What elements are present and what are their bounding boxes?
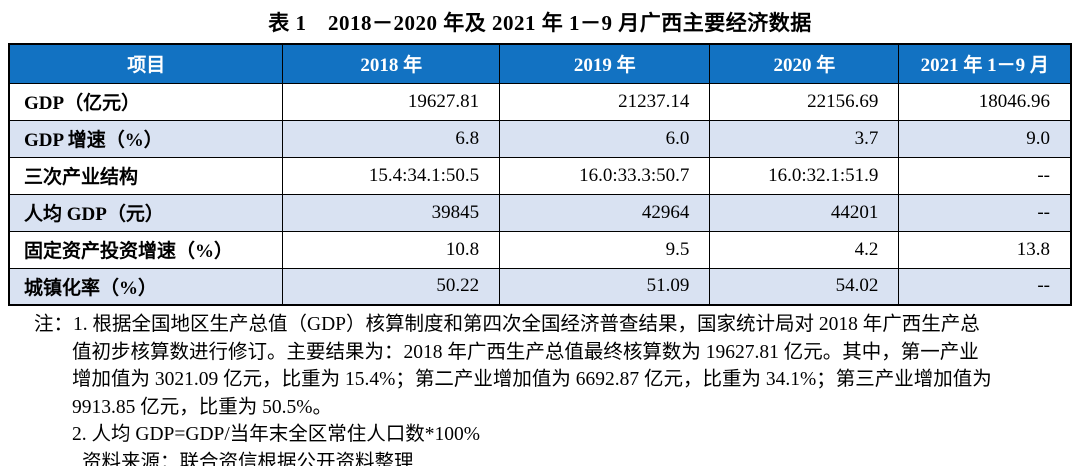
table-row: 城镇化率（%） 50.22 51.09 54.02 -- bbox=[8, 267, 1072, 306]
cell-value: 6.0 bbox=[499, 119, 711, 158]
cell-value: 13.8 bbox=[898, 230, 1072, 269]
header-cell-2020: 2020 年 bbox=[709, 43, 900, 84]
cell-value: 10.8 bbox=[282, 230, 501, 269]
cell-value: 54.02 bbox=[709, 267, 900, 306]
note-line: 2. 人均 GDP=GDP/当年末全区常住人口数*100% bbox=[72, 424, 481, 445]
cell-value: 16.0:33.3:50.7 bbox=[499, 156, 711, 195]
table-notes: 注：1. 根据全国地区生产总值（GDP）核算制度和第四次全国经济普查结果，国家统… bbox=[0, 311, 1080, 466]
row-label: 三次产业结构 bbox=[8, 156, 284, 195]
header-cell-2018: 2018 年 bbox=[282, 43, 501, 84]
header-cell-2019: 2019 年 bbox=[499, 43, 711, 84]
row-label: 固定资产投资增速（%） bbox=[8, 230, 284, 269]
note-line: 注：1. 根据全国地区生产总值（GDP）核算制度和第四次全国经济普查结果，国家统… bbox=[34, 314, 980, 335]
cell-value: 50.22 bbox=[282, 267, 501, 306]
row-label: 城镇化率（%） bbox=[8, 267, 284, 306]
data-source-line: 资料来源：联合资信根据公开资料整理 bbox=[82, 451, 414, 466]
note-line: 增加值为 3021.09 亿元，比重为 15.4%；第二产业增加值为 6692.… bbox=[72, 369, 992, 390]
note-line: 9913.85 亿元，比重为 50.5%。 bbox=[72, 396, 332, 418]
cell-value: 6.8 bbox=[282, 119, 501, 158]
cell-value: -- bbox=[898, 267, 1072, 306]
note-line: 值初步核算数进行修订。主要结果为：2018 年广西生产总值最终核算数为 1962… bbox=[72, 341, 979, 363]
row-label: GDP（亿元） bbox=[8, 82, 284, 121]
table-header: 项目 2018 年 2019 年 2020 年 2021 年 1－9 月 bbox=[8, 43, 1072, 84]
cell-value: 16.0:32.1:51.9 bbox=[709, 156, 900, 195]
cell-value: 9.5 bbox=[499, 230, 711, 269]
table-row: 固定资产投资增速（%） 10.8 9.5 4.2 13.8 bbox=[8, 230, 1072, 269]
cell-value: -- bbox=[898, 193, 1072, 232]
header-row: 项目 2018 年 2019 年 2020 年 2021 年 1－9 月 bbox=[8, 43, 1072, 84]
table-title: 表 1 2018－2020 年及 2021 年 1－9 月广西主要经济数据 bbox=[268, 11, 812, 35]
cell-value: 42964 bbox=[499, 193, 711, 232]
row-label: GDP 增速（%） bbox=[8, 119, 284, 158]
cell-value: 15.4:34.1:50.5 bbox=[282, 156, 501, 195]
table-row: 人均 GDP（元） 39845 42964 44201 -- bbox=[8, 193, 1072, 232]
economic-data-table: 项目 2018 年 2019 年 2020 年 2021 年 1－9 月 GDP… bbox=[8, 43, 1072, 306]
cell-value: 18046.96 bbox=[898, 82, 1072, 121]
cell-value: 44201 bbox=[709, 193, 900, 232]
cell-value: 22156.69 bbox=[709, 82, 900, 121]
cell-value: -- bbox=[898, 156, 1072, 195]
row-label: 人均 GDP（元） bbox=[8, 193, 284, 232]
cell-value: 4.2 bbox=[709, 230, 900, 269]
header-cell-item: 项目 bbox=[8, 43, 284, 84]
cell-value: 39845 bbox=[282, 193, 501, 232]
table-row: GDP（亿元） 19627.81 21237.14 22156.69 18046… bbox=[8, 82, 1072, 121]
cell-value: 3.7 bbox=[709, 119, 900, 158]
header-cell-2021-9m: 2021 年 1－9 月 bbox=[898, 43, 1072, 84]
cell-value: 51.09 bbox=[499, 267, 711, 306]
cell-value: 9.0 bbox=[898, 119, 1072, 158]
cell-value: 21237.14 bbox=[499, 82, 711, 121]
table-row: 三次产业结构 15.4:34.1:50.5 16.0:33.3:50.7 16.… bbox=[8, 156, 1072, 195]
table-row: GDP 增速（%） 6.8 6.0 3.7 9.0 bbox=[8, 119, 1072, 158]
cell-value: 19627.81 bbox=[282, 82, 501, 121]
